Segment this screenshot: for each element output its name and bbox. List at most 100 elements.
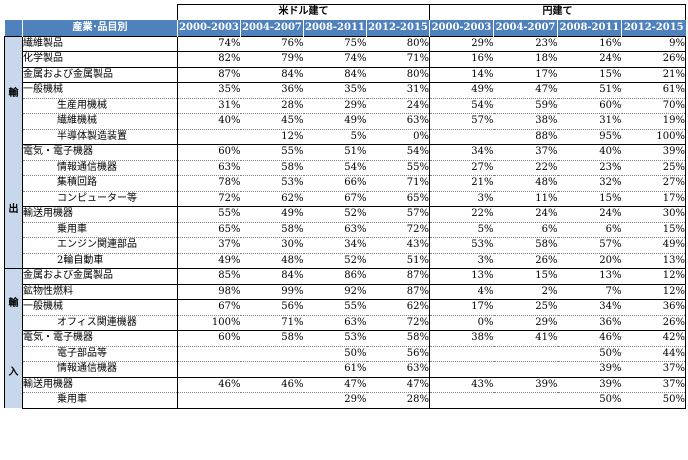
usd-cell: 30%	[240, 237, 304, 253]
jpy-cell: 6%	[557, 221, 622, 238]
jpy-cell: 15%	[493, 268, 558, 284]
usd-cell	[177, 345, 241, 362]
row-label: コンピューター等	[22, 190, 178, 207]
table-row: 輸送用機器 46% 46% 47% 47% 43% 39% 39% 37%	[5, 376, 686, 393]
jpy-cell: 51%	[557, 82, 622, 98]
jpy-cell: 26%	[493, 252, 558, 269]
usd-cell: 65%	[366, 190, 430, 207]
usd-cell: 53%	[240, 175, 304, 191]
usd-cell: 45%	[240, 113, 304, 129]
usd-cell: 55%	[303, 299, 367, 315]
usd-cell: 51%	[303, 144, 367, 160]
row-label: 化学製品	[22, 51, 178, 67]
jpy-cell: 49%	[621, 237, 686, 253]
table-row: 鉱物性燃料 98% 99% 92% 87% 4% 2% 7% 12%	[5, 283, 686, 300]
usd-cell: 78%	[177, 175, 241, 191]
jpy-group-header: 円建て	[429, 4, 686, 20]
jpy-cell: 13%	[429, 268, 494, 284]
jpy-cell: 3%	[429, 190, 494, 207]
jpy-cell: 60%	[557, 97, 622, 114]
usd-cell: 58%	[366, 330, 430, 346]
jpy-cell: 47%	[493, 82, 558, 98]
usd-cell: 87%	[366, 268, 430, 284]
jpy-cell: 57%	[429, 113, 494, 129]
table-row: 電気・電子機器 60% 58% 53% 58% 38% 41% 46% 42%	[5, 330, 686, 346]
jpy-cell: 26%	[621, 51, 686, 67]
jpy-cell: 32%	[557, 175, 622, 191]
jpy-cell	[429, 361, 494, 377]
row-label: エンジン関連部品	[22, 237, 178, 253]
usd-cell: 87%	[366, 283, 430, 300]
usd-cell: 24%	[366, 97, 430, 114]
import-label-bottom: 入	[8, 367, 19, 378]
jpy-cell	[429, 128, 494, 145]
usd-cell: 61%	[303, 361, 367, 377]
table-row: 情報通信機器 63% 58% 54% 55% 27% 22% 23% 25%	[5, 159, 686, 176]
row-label: 金属および金属製品	[22, 268, 178, 284]
import-section-label: 輸 入	[4, 268, 23, 408]
jpy-cell: 48%	[493, 175, 558, 191]
jpy-period-header: 2012-2015	[621, 19, 686, 36]
table-row: 集積回路 78% 53% 66% 71% 21% 48% 32% 27%	[5, 175, 686, 191]
row-label: 輸送用機器	[22, 206, 178, 222]
jpy-cell: 25%	[621, 159, 686, 176]
usd-cell: 98%	[177, 283, 241, 300]
table-row: 化学製品 82% 79% 74% 71% 16% 18% 24% 26%	[5, 51, 686, 67]
table-row: 電子部品等 50% 56% 50% 44%	[5, 345, 686, 362]
export-label-bottom: 出	[8, 203, 19, 215]
jpy-cell: 37%	[621, 376, 686, 393]
jpy-cell	[493, 345, 558, 362]
usd-cell: 63%	[366, 113, 430, 129]
usd-cell: 12%	[240, 128, 304, 145]
jpy-cell: 38%	[493, 113, 558, 129]
table-row: コンピューター等 72% 62% 67% 65% 3% 11% 15% 17%	[5, 190, 686, 207]
usd-cell: 60%	[177, 144, 241, 160]
usd-cell: 71%	[366, 51, 430, 67]
usd-cell: 74%	[177, 35, 241, 52]
usd-cell: 35%	[177, 82, 241, 98]
jpy-cell: 27%	[621, 175, 686, 191]
usd-cell: 99%	[240, 283, 304, 300]
jpy-cell	[493, 361, 558, 377]
usd-cell: 62%	[240, 190, 304, 207]
usd-cell: 29%	[303, 392, 367, 409]
usd-period-header: 2012-2015	[366, 19, 430, 36]
usd-cell: 56%	[366, 345, 430, 362]
jpy-cell: 31%	[557, 113, 622, 129]
usd-cell: 84%	[303, 66, 367, 83]
usd-cell: 48%	[240, 252, 304, 269]
jpy-cell: 19%	[621, 113, 686, 129]
usd-cell: 100%	[177, 314, 241, 331]
jpy-cell: 39%	[557, 361, 622, 377]
jpy-cell: 37%	[493, 144, 558, 160]
usd-cell: 56%	[240, 299, 304, 315]
jpy-cell: 95%	[557, 128, 622, 145]
usd-cell: 72%	[366, 221, 430, 238]
jpy-cell: 34%	[557, 299, 622, 315]
usd-cell	[240, 345, 304, 362]
jpy-cell	[429, 345, 494, 362]
usd-cell: 84%	[240, 66, 304, 83]
jpy-cell: 14%	[429, 66, 494, 83]
jpy-cell: 22%	[493, 159, 558, 176]
jpy-cell: 61%	[621, 82, 686, 98]
usd-cell: 54%	[366, 144, 430, 160]
usd-cell: 63%	[303, 221, 367, 238]
jpy-cell: 20%	[557, 252, 622, 269]
usd-cell: 40%	[177, 113, 241, 129]
table-row: 2輪自動車 49% 48% 52% 51% 3% 26% 20% 13%	[5, 252, 686, 269]
usd-cell: 52%	[303, 252, 367, 269]
jpy-cell: 24%	[557, 51, 622, 67]
jpy-cell: 15%	[621, 221, 686, 238]
row-label: 情報通信機器	[22, 159, 178, 176]
jpy-cell: 53%	[429, 237, 494, 253]
jpy-cell: 9%	[621, 35, 686, 52]
usd-cell: 67%	[303, 190, 367, 207]
usd-cell	[240, 361, 304, 377]
jpy-cell: 36%	[621, 299, 686, 315]
jpy-cell: 11%	[493, 190, 558, 207]
table-row: 輸送用機器 55% 49% 52% 57% 22% 24% 24% 30%	[5, 206, 686, 222]
jpy-cell: 18%	[493, 51, 558, 67]
table-row: 金属および金属製品 87% 84% 84% 80% 14% 17% 15% 21…	[5, 66, 686, 83]
usd-cell: 63%	[177, 159, 241, 176]
